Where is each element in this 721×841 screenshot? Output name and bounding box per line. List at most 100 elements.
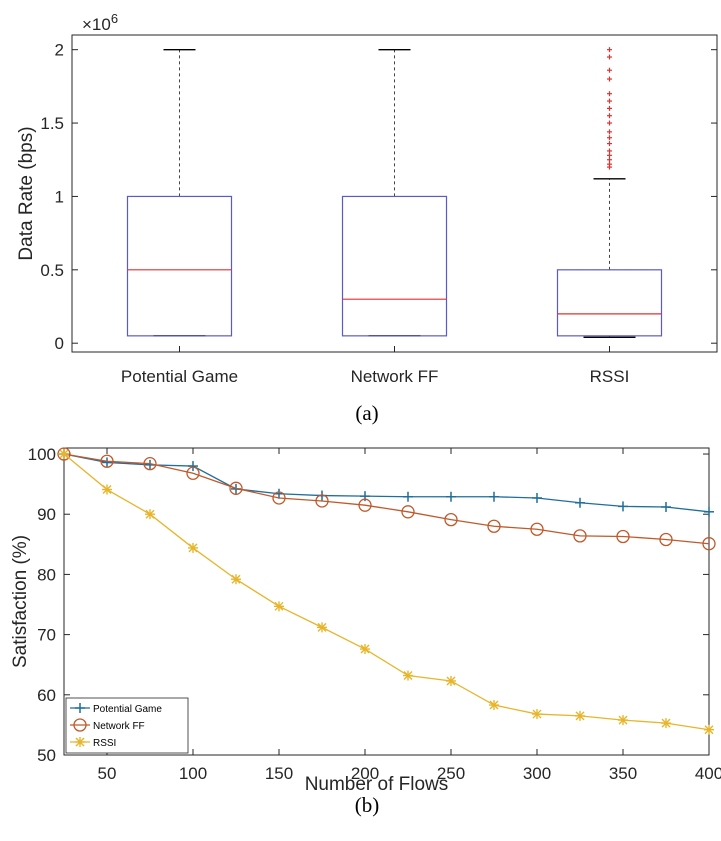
data-point	[575, 710, 585, 721]
marker-circle	[530, 522, 544, 536]
series-line	[63, 453, 710, 731]
y-axis-label-b: Satisfaction (%)	[10, 535, 31, 668]
data-point	[315, 494, 329, 508]
outlier-point	[607, 135, 612, 141]
x-tick-label-b: 250	[437, 764, 465, 783]
series-circle	[57, 447, 716, 551]
line-chart-b: 50 60 70 80 90 100 50 100 150 200 250 300 350 400 Numb…	[10, 445, 721, 817]
outlier-point	[607, 120, 612, 126]
caption-b: (b)	[355, 793, 380, 817]
data-point	[272, 491, 286, 505]
exponent-base: ×10	[82, 15, 111, 34]
marker-star-d2	[532, 709, 542, 719]
y-tick-label-b: 80	[37, 565, 56, 584]
series-star	[59, 449, 714, 735]
x-tick-label-b: 300	[523, 764, 551, 783]
y-tick-label-a: 1.5	[40, 114, 64, 133]
x-tick-label-b: 150	[265, 764, 293, 783]
y-tick-label-a: 1	[55, 187, 64, 206]
marker-star-d2	[575, 711, 585, 721]
data-point	[444, 512, 458, 527]
data-point	[702, 537, 716, 551]
marker-circle	[444, 512, 458, 527]
marker-star-d2	[618, 715, 628, 725]
x-tick-label-b: 100	[179, 764, 207, 783]
marker-circle	[73, 718, 87, 732]
data-point	[489, 491, 499, 502]
plot-frame-b	[63, 447, 710, 756]
outlier-point	[607, 161, 612, 167]
data-point	[661, 718, 671, 729]
outlier-point	[607, 54, 612, 60]
data-point	[186, 466, 200, 480]
marker-star-d2	[446, 676, 456, 686]
data-point	[73, 718, 87, 732]
x-tick-label-a: Network FF	[351, 367, 439, 386]
outlier-point	[607, 98, 612, 104]
marker-star-d2	[59, 449, 69, 459]
data-point	[57, 447, 71, 461]
data-point	[704, 724, 714, 735]
data-point	[616, 529, 630, 544]
data-point	[487, 519, 501, 533]
y-exponent-label-a: ×106	[82, 11, 118, 34]
outlier-point	[607, 76, 612, 82]
box-iqr	[341, 195, 448, 337]
y-tick-label-a: 0	[55, 334, 64, 353]
box-iqr	[556, 269, 663, 337]
marker-star-d2	[102, 485, 112, 495]
series-line	[63, 453, 710, 545]
data-point	[188, 542, 198, 553]
data-point	[618, 501, 628, 512]
data-point	[100, 454, 114, 468]
marker-star-d2	[75, 737, 85, 747]
caption-a: (a)	[355, 401, 378, 425]
data-point	[575, 497, 585, 508]
marker-circle	[702, 537, 716, 551]
exponent-power: 6	[111, 11, 118, 26]
outlier-point	[607, 157, 612, 163]
y-tick-label-b: 60	[37, 686, 56, 705]
data-point	[532, 492, 542, 503]
marker-circle	[487, 519, 501, 533]
outlier-point	[607, 129, 612, 135]
marker-circle	[659, 532, 673, 547]
data-point	[573, 529, 587, 543]
data-point	[659, 532, 673, 547]
marker-circle	[186, 466, 200, 480]
data-point	[446, 491, 456, 502]
series-line	[63, 453, 710, 513]
x-tick-label-a: RSSI	[590, 367, 630, 386]
data-point	[532, 709, 542, 720]
marker-star-d2	[145, 509, 155, 519]
data-point	[360, 644, 370, 655]
data-point	[75, 703, 85, 713]
outlier-point	[607, 148, 612, 154]
legend-label: Network FF	[93, 721, 145, 732]
marker-star-d2	[231, 574, 241, 584]
marker-star-d2	[403, 671, 413, 681]
x-tick-label-b: 400	[695, 764, 721, 783]
data-point	[530, 522, 544, 536]
marker-circle	[358, 498, 372, 512]
legend-b: Potential Game Network FF RSSI	[65, 697, 189, 754]
data-point	[446, 675, 456, 686]
marker-circle	[100, 454, 114, 468]
data-point	[229, 481, 243, 495]
y-tick-label-b: 70	[37, 626, 56, 645]
series-plus	[59, 449, 714, 517]
y-axis-label-a: Data Rate (bps)	[16, 126, 37, 260]
y-tick-label-a: 0.5	[40, 261, 64, 280]
marker-star-d2	[661, 718, 671, 728]
x-tick-label-b: 50	[98, 764, 117, 783]
data-point	[403, 670, 413, 681]
outlier-point	[607, 105, 612, 111]
data-point	[661, 501, 671, 512]
legend-label: RSSI	[93, 738, 116, 749]
data-point	[59, 449, 69, 460]
data-point	[403, 491, 413, 502]
x-tick-label-a: Potential Game	[121, 367, 238, 386]
data-point	[75, 737, 85, 747]
outlier-point	[607, 113, 612, 119]
box-plot-a: 0 0.5 1 1.5 2 ×106 Data Rate (bps) Potential Ga…	[16, 11, 718, 425]
